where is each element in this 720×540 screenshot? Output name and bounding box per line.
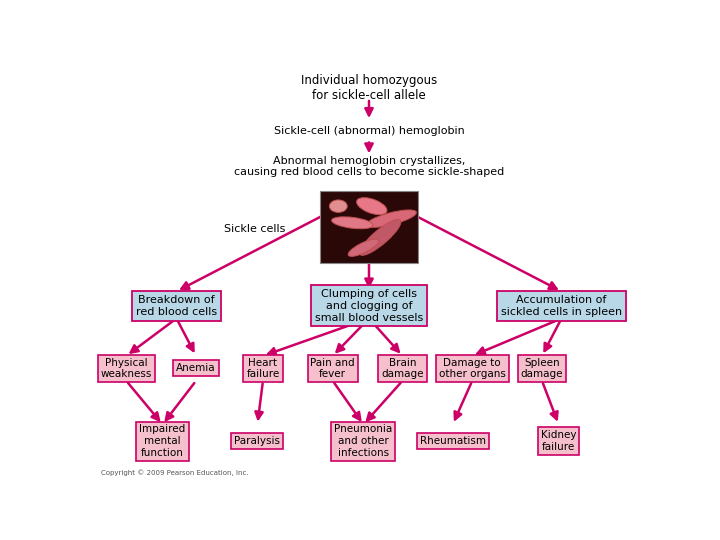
Ellipse shape [356, 198, 387, 215]
Text: Physical
weakness: Physical weakness [101, 357, 152, 379]
Text: Spleen
damage: Spleen damage [521, 357, 563, 379]
Text: Accumulation of
sickled cells in spleen: Accumulation of sickled cells in spleen [501, 295, 622, 317]
Text: Abnormal hemoglobin crystallizes,
causing red blood cells to become sickle-shape: Abnormal hemoglobin crystallizes, causin… [234, 156, 504, 178]
Ellipse shape [329, 200, 347, 212]
Text: Rheumatism: Rheumatism [420, 436, 486, 446]
Text: Kidney
failure: Kidney failure [541, 430, 577, 452]
Text: Clumping of cells
and clogging of
small blood vessels: Clumping of cells and clogging of small … [315, 289, 423, 322]
Text: Damage to
other organs: Damage to other organs [438, 357, 505, 379]
FancyBboxPatch shape [320, 191, 418, 264]
Text: Brain
damage: Brain damage [381, 357, 424, 379]
Text: Pneumonia
and other
infections: Pneumonia and other infections [334, 424, 392, 458]
Text: Breakdown of
red blood cells: Breakdown of red blood cells [136, 295, 217, 317]
Text: Paralysis: Paralysis [235, 436, 280, 446]
Text: Anemia: Anemia [176, 363, 216, 373]
Text: Heart
failure: Heart failure [246, 357, 279, 379]
Text: Impaired
mental
function: Impaired mental function [140, 424, 186, 458]
Ellipse shape [348, 239, 379, 256]
Text: Sickle cells: Sickle cells [224, 224, 285, 234]
Ellipse shape [366, 210, 416, 227]
Text: Sickle-cell (abnormal) hemoglobin: Sickle-cell (abnormal) hemoglobin [274, 126, 464, 136]
Text: Individual homozygous
for sickle-cell allele: Individual homozygous for sickle-cell al… [301, 73, 437, 102]
Text: Pain and
fever: Pain and fever [310, 357, 355, 379]
Text: Copyright © 2009 Pearson Education, Inc.: Copyright © 2009 Pearson Education, Inc. [101, 469, 249, 476]
Ellipse shape [332, 217, 373, 229]
Ellipse shape [359, 219, 401, 255]
